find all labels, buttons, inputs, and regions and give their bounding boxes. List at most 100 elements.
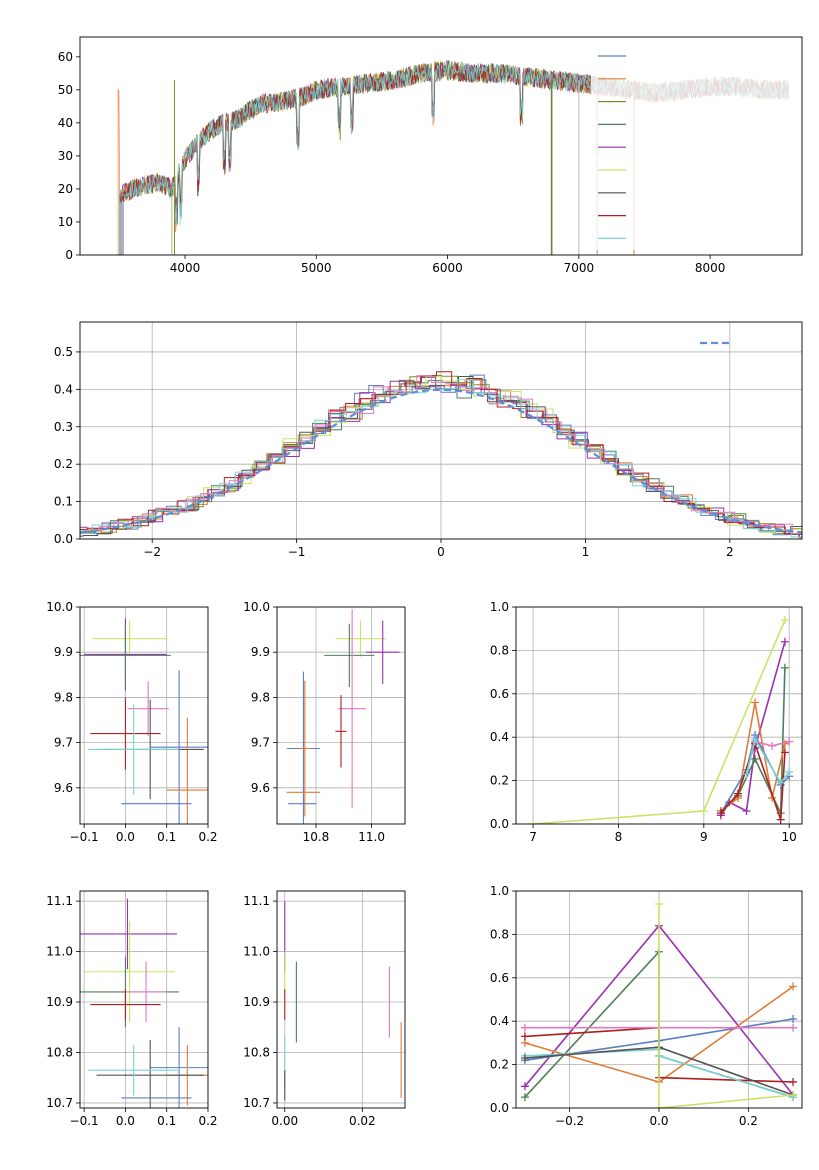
weight-marker — [520, 1054, 529, 1063]
mass_vs_ebv-plot-area — [277, 891, 405, 1108]
x-tick-label: 0.00 — [271, 1114, 298, 1128]
x-tick-label: 1 — [582, 545, 590, 559]
y-tick-label: 10.8 — [243, 1045, 270, 1059]
y-tick-label: 1.0 — [490, 884, 509, 898]
weight_vs_age-panel: 7 8 9 10 0.0 0.2 0.4 0.6 0.8 1.0 — [490, 600, 803, 844]
weight-marker — [780, 637, 789, 646]
weight-marker — [520, 1023, 529, 1032]
y-tick-label: 9.9 — [54, 645, 73, 659]
y-tick-label: 10.7 — [46, 1096, 73, 1110]
errorbar-point — [90, 989, 161, 1020]
legend-box — [591, 42, 797, 250]
histogram-series — [80, 379, 802, 538]
errorbar-point — [324, 623, 375, 688]
y-tick-label: 0.6 — [490, 687, 509, 701]
weight-marker — [751, 735, 760, 744]
x-tick-label: 0.2 — [739, 1114, 758, 1128]
y-tick-label: 0.2 — [490, 774, 509, 788]
y-tick-label: 0.0 — [490, 1101, 509, 1115]
errorbar-point — [92, 620, 167, 657]
residuals-panel: −2 −1 0 1 2 0.0 0.1 0.2 0.3 0.4 0.5 — [54, 321, 803, 559]
x-tick-label: −0.1 — [70, 1114, 99, 1128]
y-tick-label: 0.2 — [490, 1058, 509, 1072]
weight-marker — [529, 820, 538, 824]
x-tick-label: 0.0 — [116, 830, 135, 844]
age_vs_mass-frame — [276, 606, 406, 825]
weight-marker — [751, 754, 760, 763]
y-tick-label: 0.8 — [490, 927, 509, 941]
weight-marker — [780, 616, 789, 625]
mass_vs_ebv-panel: 0.00 0.02 10.7 10.8 10.9 11.0 11.1 — [243, 890, 406, 1128]
mass_vs_Z-panel: −0.1 0.0 0.1 0.2 10.7 10.8 10.9 11.0 11.1 — [46, 890, 218, 1128]
y-tick-label: 1.0 — [490, 600, 509, 614]
x-tick-label: 10 — [782, 830, 797, 844]
weight-marker — [780, 663, 789, 672]
errorbar-point — [125, 961, 167, 1023]
x-tick-label: −1 — [288, 545, 306, 559]
weight-marker — [789, 1077, 798, 1086]
weight-series-line — [720, 641, 786, 816]
weight-marker — [716, 809, 725, 818]
weight-marker — [733, 789, 742, 798]
age_vs_mass-plot-area — [277, 607, 405, 824]
y-tick-label: 11.0 — [243, 945, 270, 959]
x-tick-label: 4000 — [170, 261, 201, 275]
y-tick-label: 9.6 — [251, 781, 270, 795]
y-tick-label: 0.5 — [54, 345, 73, 359]
errorbar-point — [335, 695, 347, 768]
y-tick-label: 11.1 — [243, 894, 270, 908]
weight_vs_Z-plot-area — [516, 891, 802, 1108]
weight_vs_Z-panel: −0.2 0.0 0.2 0.0 0.2 0.4 0.6 0.8 1.0 — [490, 884, 803, 1128]
weight-marker — [776, 778, 785, 787]
y-tick-label: 9.9 — [251, 645, 270, 659]
y-tick-label: 10.8 — [46, 1045, 73, 1059]
x-tick-label: −0.2 — [555, 1114, 584, 1128]
x-tick-label: 5000 — [301, 261, 332, 275]
errorbar-point — [80, 623, 171, 688]
weight-marker — [655, 900, 663, 909]
weight-marker — [768, 741, 777, 750]
y-tick-label: 0.2 — [54, 457, 73, 471]
weight-marker — [751, 698, 760, 707]
weight-series-line — [658, 904, 794, 1108]
spectrum-frame — [79, 36, 803, 256]
errorbar-point — [150, 670, 208, 824]
errorbar-point — [84, 921, 175, 1023]
spectrum-panel: 4000 5000 6000 7000 8000 0 10 20 30 40 50 60 — [58, 36, 803, 275]
weight-marker — [785, 737, 794, 746]
y-tick-label: 0.1 — [54, 495, 73, 509]
errorbar-point — [366, 620, 400, 684]
y-tick-label: 0.6 — [490, 971, 509, 985]
weight-marker — [789, 982, 798, 991]
weight-marker — [789, 1023, 798, 1032]
histogram-series — [80, 375, 802, 534]
x-tick-label: 8000 — [695, 261, 726, 275]
weight-marker — [520, 1032, 529, 1041]
legend — [591, 42, 797, 250]
x-tick-label: 6000 — [432, 261, 463, 275]
y-tick-label: 0.0 — [490, 817, 509, 831]
mass_vs_ebv-frame — [276, 890, 406, 1109]
errorbar-point — [166, 717, 208, 824]
y-tick-label: 11.1 — [46, 894, 73, 908]
weight-marker — [776, 815, 785, 824]
x-tick-label: 0.0 — [649, 1114, 668, 1128]
age_vs_Z-frame — [79, 606, 209, 825]
weight-marker — [699, 806, 708, 815]
errorbar-point — [90, 697, 161, 770]
x-tick-label: 0.2 — [198, 1114, 217, 1128]
mass_vs_Z-plot-area — [80, 891, 208, 1108]
mass_vs_Z-frame — [79, 890, 209, 1109]
weight-marker — [520, 1093, 529, 1102]
errorbar-point — [88, 1044, 180, 1096]
y-tick-label: 0.4 — [490, 1014, 509, 1028]
weight_vs_age-frame — [515, 606, 803, 825]
y-tick-label: 0.8 — [490, 643, 509, 657]
residuals-plot-area — [80, 322, 802, 539]
x-tick-label: −0.1 — [70, 830, 99, 844]
residuals-frame — [79, 321, 803, 540]
y-tick-label: 0.0 — [54, 532, 73, 546]
y-tick-label: 9.7 — [54, 736, 73, 750]
errorbar-point — [335, 620, 386, 657]
errorbar-point — [150, 1027, 208, 1108]
